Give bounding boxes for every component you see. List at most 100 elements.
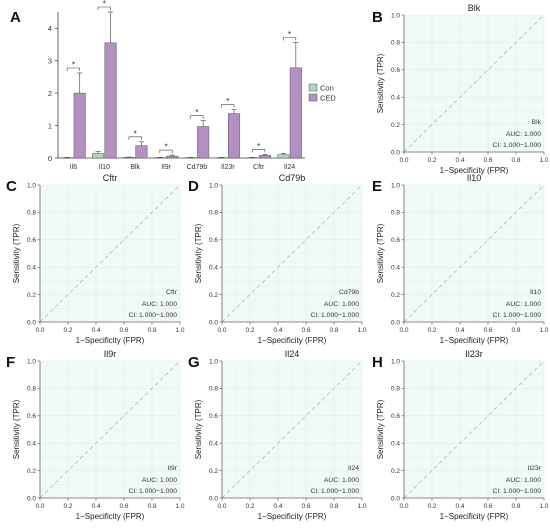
y-tick-label: 3 [48,57,52,66]
y-tick-label: 1.0 [391,12,400,19]
x-tick-label: 0.8 [147,327,156,334]
panel-b: BBlk0.00.00.20.20.40.40.60.60.80.81.01.0… [372,3,549,175]
x-tick-label: 0.6 [483,157,492,164]
roc-title: Il10 [467,173,482,183]
roc-title: Cd79b [279,173,306,183]
x-tick-label: 0.8 [511,503,520,510]
y-tick-label: 0.0 [27,319,36,326]
category-label: Il9r [161,164,171,171]
y-tick-label: 1.0 [391,182,400,189]
x-tick-label: 0.2 [427,327,436,334]
y-tick-label: 0.4 [27,441,36,448]
x-tick-label: 0.4 [455,503,464,510]
roc-title: Il9r [104,349,117,359]
roc-title: Blk [468,3,481,13]
x-tick-label: 1.0 [175,503,184,510]
panel-letter: E [372,178,382,195]
significance-star: * [195,108,198,117]
y-tick-label: 1.0 [27,358,36,365]
bar-ced [105,43,117,158]
significance-star: * [288,30,291,39]
significance-star: * [226,97,229,106]
y-axis-label: Sensitivity (TPR) [194,399,203,459]
gene-label: Il9r [168,465,178,472]
y-tick-label: 0.0 [391,149,400,156]
x-tick-label: 0.2 [427,503,436,510]
panel-letter: B [372,9,383,26]
y-tick-label: 0.4 [209,265,218,272]
bar-ced [136,146,148,158]
y-tick-label: 0.2 [209,468,218,475]
legend-label: Con [320,84,334,93]
x-axis-label: 1−Specificity (FPR) [258,336,327,345]
category-label: Cd79b [187,164,208,171]
category-label: Il23r [221,164,235,171]
y-tick-label: 0.8 [391,210,400,217]
y-tick-label: 0.2 [391,292,400,299]
roc-title: Il24 [285,349,300,359]
auc-label: AUC: 1.000 [142,477,177,484]
y-tick-label: 0.0 [209,319,218,326]
y-tick-label: 0.6 [209,237,218,244]
gene-label: Il24 [348,465,359,472]
significance-star: * [134,129,137,138]
x-tick-label: 1.0 [539,157,548,164]
panel-letter: G [188,354,200,371]
y-tick-label: 0.0 [391,319,400,326]
category-label: Il6 [70,164,78,171]
y-tick-label: 1.0 [391,358,400,365]
ci-label: CI: 1.000−1.000 [492,312,541,319]
ci-label: CI: 1.000−1.000 [492,488,541,495]
panel-letter: A [10,9,21,26]
x-tick-label: 0.2 [63,503,72,510]
category-label: Blk [130,164,140,171]
y-tick-label: 0.0 [209,495,218,502]
y-axis-label: Sensitivity (TPR) [376,223,385,283]
x-tick-label: 1.0 [539,503,548,510]
x-tick-label: 0.6 [301,327,310,334]
x-tick-label: 0.0 [399,157,408,164]
ci-label: CI: 1.000−1.000 [492,142,541,149]
x-axis-label: 1−Specificity (FPR) [258,512,327,521]
y-tick-label: 2 [48,89,52,98]
roc-title: Cftr [103,173,118,183]
significance-star: * [72,60,75,69]
y-tick-label: 0.6 [209,413,218,420]
x-tick-label: 0.4 [455,157,464,164]
y-axis-label: Sensitivity (TPR) [194,223,203,283]
x-tick-label: 0.0 [399,327,408,334]
ci-label: CI: 1.000−1.000 [128,312,177,319]
bar-ced [228,114,240,158]
x-tick-label: 0.2 [63,327,72,334]
y-tick-label: 0.2 [27,292,36,299]
auc-label: AUC: 1.000 [506,477,541,484]
gene-label: Cd79b [339,289,359,296]
x-tick-label: 0.2 [245,327,254,334]
category-label: Il24 [284,164,295,171]
x-tick-label: 1.0 [539,327,548,334]
y-tick-label: 0.4 [27,265,36,272]
x-tick-label: 0.4 [91,503,100,510]
y-tick-label: 0.0 [27,495,36,502]
bar-ced [167,156,179,158]
panel-letter: D [188,178,199,195]
x-tick-label: 1.0 [357,327,366,334]
x-tick-label: 1.0 [357,503,366,510]
y-axis-label: Sensitivity (TPR) [12,223,21,283]
significance-star: * [165,143,168,152]
bar-con [123,157,135,158]
significance-star: * [257,142,260,151]
y-tick-label: 0.8 [391,40,400,47]
y-tick-label: 1.0 [209,182,218,189]
y-tick-label: 0.4 [391,95,400,102]
x-tick-label: 0.6 [301,503,310,510]
legend-swatch [309,94,317,101]
x-axis-label: 1−Specificity (FPR) [76,512,145,521]
